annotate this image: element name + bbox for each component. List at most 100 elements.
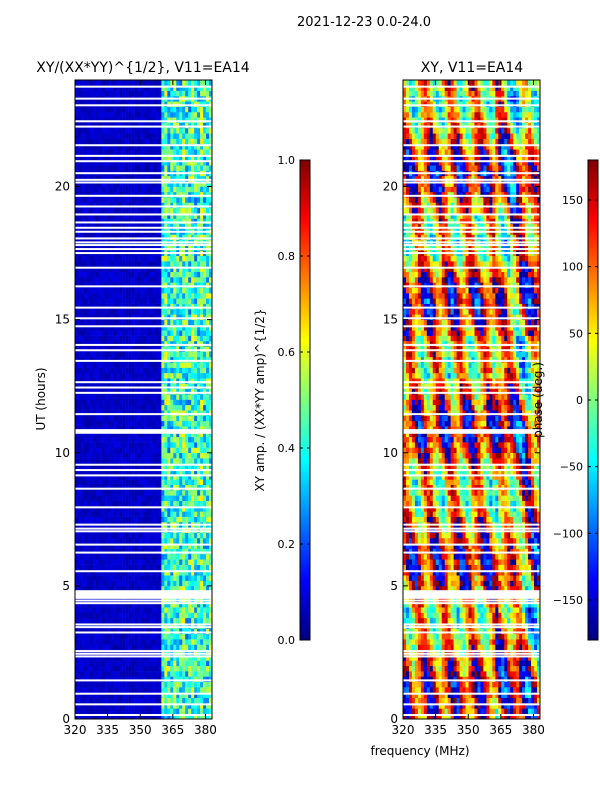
amplitude-cell: [92, 340, 97, 347]
amplitude-cell: [170, 543, 174, 549]
amplitude-cell: [119, 271, 123, 278]
amplitude-cell: [86, 676, 91, 683]
amplitude-cell: [134, 202, 138, 209]
amplitude-cell: [149, 394, 153, 400]
amplitude-cell: [164, 165, 168, 171]
amplitude-cell: [98, 372, 103, 379]
amplitude-cell: [77, 559, 82, 565]
amplitude-cell: [185, 319, 189, 326]
amplitude-cell: [122, 681, 126, 688]
amplitude-cell: [89, 671, 94, 677]
amplitude-cell: [179, 495, 183, 501]
amplitude-cell: [167, 261, 171, 267]
amplitude-cell: [125, 681, 129, 688]
amplitude-cell: [149, 303, 153, 310]
amplitude-cell: [86, 575, 91, 581]
amplitude-cell: [161, 394, 165, 400]
amplitude-cell: [134, 175, 138, 182]
amplitude-cell: [152, 649, 156, 656]
amplitude-cell: [104, 553, 109, 560]
amplitude-cell: [110, 271, 115, 278]
amplitude-cell: [182, 218, 186, 225]
amplitude-cell: [179, 234, 183, 241]
amplitude-cell: [137, 495, 141, 501]
amplitude-cell: [134, 367, 138, 374]
amplitude-cell: [92, 415, 97, 422]
amplitude-cell: [104, 623, 109, 629]
amplitude-cell: [203, 261, 207, 267]
amplitude-cell: [110, 442, 115, 448]
amplitude-cell: [122, 708, 126, 714]
amplitude-cell: [182, 186, 186, 193]
amplitude-cell: [173, 548, 177, 555]
amplitude-cell: [75, 223, 79, 230]
amplitude-cell: [92, 548, 97, 555]
amplitude-cell: [86, 420, 91, 427]
amplitude-cell: [92, 404, 97, 411]
amplitude-cell: [179, 223, 183, 230]
amplitude-cell: [95, 245, 100, 251]
amplitude-cell: [119, 500, 123, 507]
amplitude-cell: [89, 293, 94, 299]
amplitude-cell: [146, 420, 150, 427]
amplitude-cell: [107, 708, 112, 714]
amplitude-cell: [107, 383, 112, 390]
amplitude-cell: [197, 708, 201, 714]
amplitude-cell: [161, 404, 165, 411]
amplitude-cell: [158, 383, 162, 390]
amplitude-cell: [164, 516, 168, 523]
amplitude-cell: [86, 516, 91, 523]
amplitude-cell: [95, 500, 100, 507]
amplitude-cell: [101, 479, 106, 486]
amplitude-cell: [77, 159, 82, 166]
amplitude-cell: [152, 165, 156, 171]
amplitude-cell: [167, 202, 171, 209]
amplitude-cell: [113, 463, 117, 470]
amplitude-cell: [77, 415, 82, 422]
amplitude-cell: [200, 708, 204, 714]
amplitude-cell: [170, 202, 174, 209]
amplitude-cell: [182, 617, 186, 624]
amplitude-cell: [131, 537, 135, 544]
amplitude-cell: [140, 218, 144, 225]
amplitude-cell: [188, 580, 192, 587]
amplitude-cell: [206, 564, 210, 571]
amplitude-cell: [116, 308, 120, 315]
amplitude-cell: [182, 261, 186, 267]
amplitude-cell: [194, 410, 198, 416]
amplitude-cell: [176, 516, 180, 523]
amplitude-cell: [173, 644, 177, 651]
amplitude-cell: [86, 261, 91, 267]
amplitude-cell: [152, 314, 156, 320]
amplitude-cell: [83, 431, 88, 438]
amplitude-cell: [200, 559, 204, 565]
amplitude-cell: [80, 314, 85, 320]
amplitude-cell: [161, 655, 165, 661]
amplitude-cell: [125, 447, 129, 454]
amplitude-cell: [134, 143, 138, 150]
amplitude-cell: [104, 234, 109, 241]
amplitude-cell: [185, 197, 189, 203]
amplitude-cell: [155, 149, 159, 155]
amplitude-cell: [206, 474, 210, 480]
amplitude-cell: [158, 500, 162, 507]
amplitude-cell: [170, 394, 174, 400]
amplitude-cell: [209, 452, 213, 459]
amplitude-cell: [95, 303, 100, 310]
amplitude-cell: [104, 596, 109, 603]
amplitude-cell: [209, 569, 213, 576]
amplitude-cell: [167, 564, 171, 571]
amplitude-cell: [125, 175, 129, 182]
amplitude-cell: [128, 346, 132, 352]
amplitude-cell: [116, 175, 120, 182]
amplitude-cell: [164, 202, 168, 209]
amplitude-cell: [191, 639, 195, 645]
amplitude-cell: [188, 399, 192, 406]
amplitude-cell: [116, 553, 120, 560]
amplitude-cell: [185, 282, 189, 288]
amplitude-cell: [176, 585, 180, 592]
amplitude-cell: [92, 308, 97, 315]
amplitude-cell: [119, 202, 123, 209]
amplitude-cell: [131, 649, 135, 656]
